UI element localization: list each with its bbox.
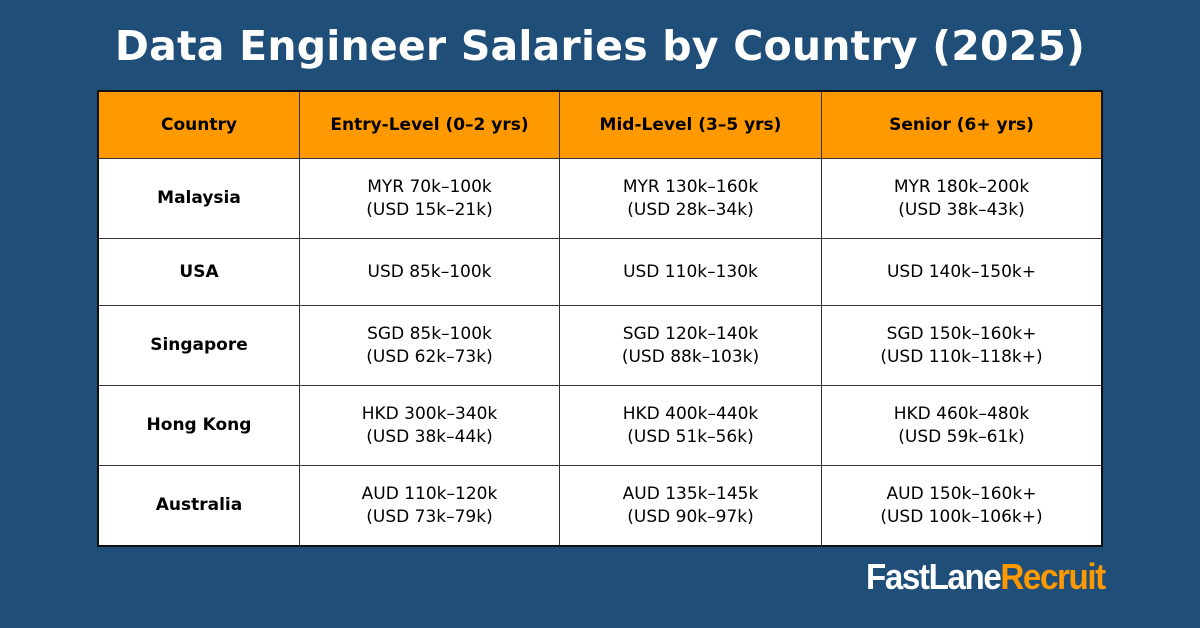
logo-part1: FastLane bbox=[866, 556, 1002, 597]
local-salary: HKD 300k–340k bbox=[361, 403, 498, 424]
mid-level-cell: MYR 130k–160k (USD 28k–34k) bbox=[559, 158, 822, 239]
page-title: Data Engineer Salaries by Country (2025) bbox=[114, 22, 1086, 70]
entry-level-cell: HKD 300k–340k (USD 38k–44k) bbox=[299, 385, 560, 466]
senior-cell: MYR 180k–200k (USD 38k–43k) bbox=[821, 158, 1103, 239]
country-cell: Hong Kong bbox=[97, 385, 300, 466]
table-row: Hong Kong HKD 300k–340k (USD 38k–44k) HKD 4… bbox=[97, 385, 1103, 466]
senior-cell: SGD 150k–160k+ (USD 110k–118k+) bbox=[821, 305, 1103, 386]
local-salary: AUD 135k–145k bbox=[622, 483, 759, 504]
usd-salary: (USD 15k–21k) bbox=[366, 199, 493, 220]
fastlanerecruit-logo: FastLaneRecruit bbox=[866, 556, 1106, 598]
mid-level-cell: AUD 135k–145k (USD 90k–97k) bbox=[559, 465, 822, 547]
local-salary: SGD 150k–160k+ bbox=[886, 323, 1037, 344]
entry-level-cell: USD 85k–100k bbox=[299, 238, 560, 306]
usd-salary: (USD 110k–118k+) bbox=[880, 346, 1043, 367]
entry-level-cell: MYR 70k–100k (USD 15k–21k) bbox=[299, 158, 560, 239]
local-salary: AUD 150k–160k+ bbox=[886, 483, 1037, 504]
usd-salary: (USD 38k–44k) bbox=[366, 426, 493, 447]
local-salary: MYR 70k–100k bbox=[367, 176, 492, 197]
local-salary: SGD 85k–100k bbox=[367, 323, 492, 344]
table-row: USA USD 85k–100k USD 110k–130k USD 140k–150… bbox=[97, 238, 1103, 306]
table-row: Malaysia MYR 70k–100k (USD 15k–21k) MYR 130… bbox=[97, 158, 1103, 239]
senior-cell: USD 140k–150k+ bbox=[821, 238, 1103, 306]
senior-cell: HKD 460k–480k (USD 59k–61k) bbox=[821, 385, 1103, 466]
local-salary: USD 110k–130k bbox=[623, 261, 758, 282]
country-cell: Singapore bbox=[97, 305, 300, 386]
usd-salary: (USD 28k–34k) bbox=[627, 199, 754, 220]
salary-table: Country Entry-Level (0–2 yrs) Mid-Level … bbox=[97, 90, 1103, 547]
local-salary: MYR 130k–160k bbox=[622, 176, 759, 197]
local-salary: HKD 400k–440k bbox=[622, 403, 759, 424]
usd-salary: (USD 100k–106k+) bbox=[880, 506, 1043, 527]
entry-level-cell: AUD 110k–120k (USD 73k–79k) bbox=[299, 465, 560, 547]
country-cell: Australia bbox=[97, 465, 300, 547]
table-header-row: Country Entry-Level (0–2 yrs) Mid-Level … bbox=[97, 90, 1103, 159]
usd-salary: (USD 62k–73k) bbox=[366, 346, 493, 367]
local-salary: HKD 460k–480k bbox=[893, 403, 1030, 424]
local-salary: AUD 110k–120k bbox=[361, 483, 498, 504]
usd-salary: (USD 90k–97k) bbox=[627, 506, 754, 527]
country-cell: USA bbox=[97, 238, 300, 306]
mid-level-cell: SGD 120k–140k (USD 88k–103k) bbox=[559, 305, 822, 386]
usd-salary: (USD 51k–56k) bbox=[627, 426, 754, 447]
country-cell: Malaysia bbox=[97, 158, 300, 239]
senior-cell: AUD 150k–160k+ (USD 100k–106k+) bbox=[821, 465, 1103, 547]
usd-salary: (USD 38k–43k) bbox=[898, 199, 1025, 220]
header-mid-level: Mid-Level (3–5 yrs) bbox=[559, 90, 822, 159]
table-row: Singapore SGD 85k–100k (USD 62k–73k) SGD 12… bbox=[97, 305, 1103, 386]
usd-salary: (USD 73k–79k) bbox=[366, 506, 493, 527]
header-country: Country bbox=[97, 90, 300, 159]
local-salary: SGD 120k–140k bbox=[622, 323, 759, 344]
logo-part2: Recruit bbox=[1000, 556, 1106, 597]
usd-salary: (USD 88k–103k) bbox=[621, 346, 760, 367]
local-salary: MYR 180k–200k bbox=[893, 176, 1030, 197]
usd-salary: (USD 59k–61k) bbox=[898, 426, 1025, 447]
entry-level-cell: SGD 85k–100k (USD 62k–73k) bbox=[299, 305, 560, 386]
header-senior: Senior (6+ yrs) bbox=[821, 90, 1103, 159]
local-salary: USD 140k–150k+ bbox=[886, 261, 1037, 282]
mid-level-cell: HKD 400k–440k (USD 51k–56k) bbox=[559, 385, 822, 466]
mid-level-cell: USD 110k–130k bbox=[559, 238, 822, 306]
header-entry-level: Entry-Level (0–2 yrs) bbox=[299, 90, 560, 159]
local-salary: USD 85k–100k bbox=[367, 261, 492, 282]
table-row: Australia AUD 110k–120k (USD 73k–79k) AUD 1… bbox=[97, 465, 1103, 547]
